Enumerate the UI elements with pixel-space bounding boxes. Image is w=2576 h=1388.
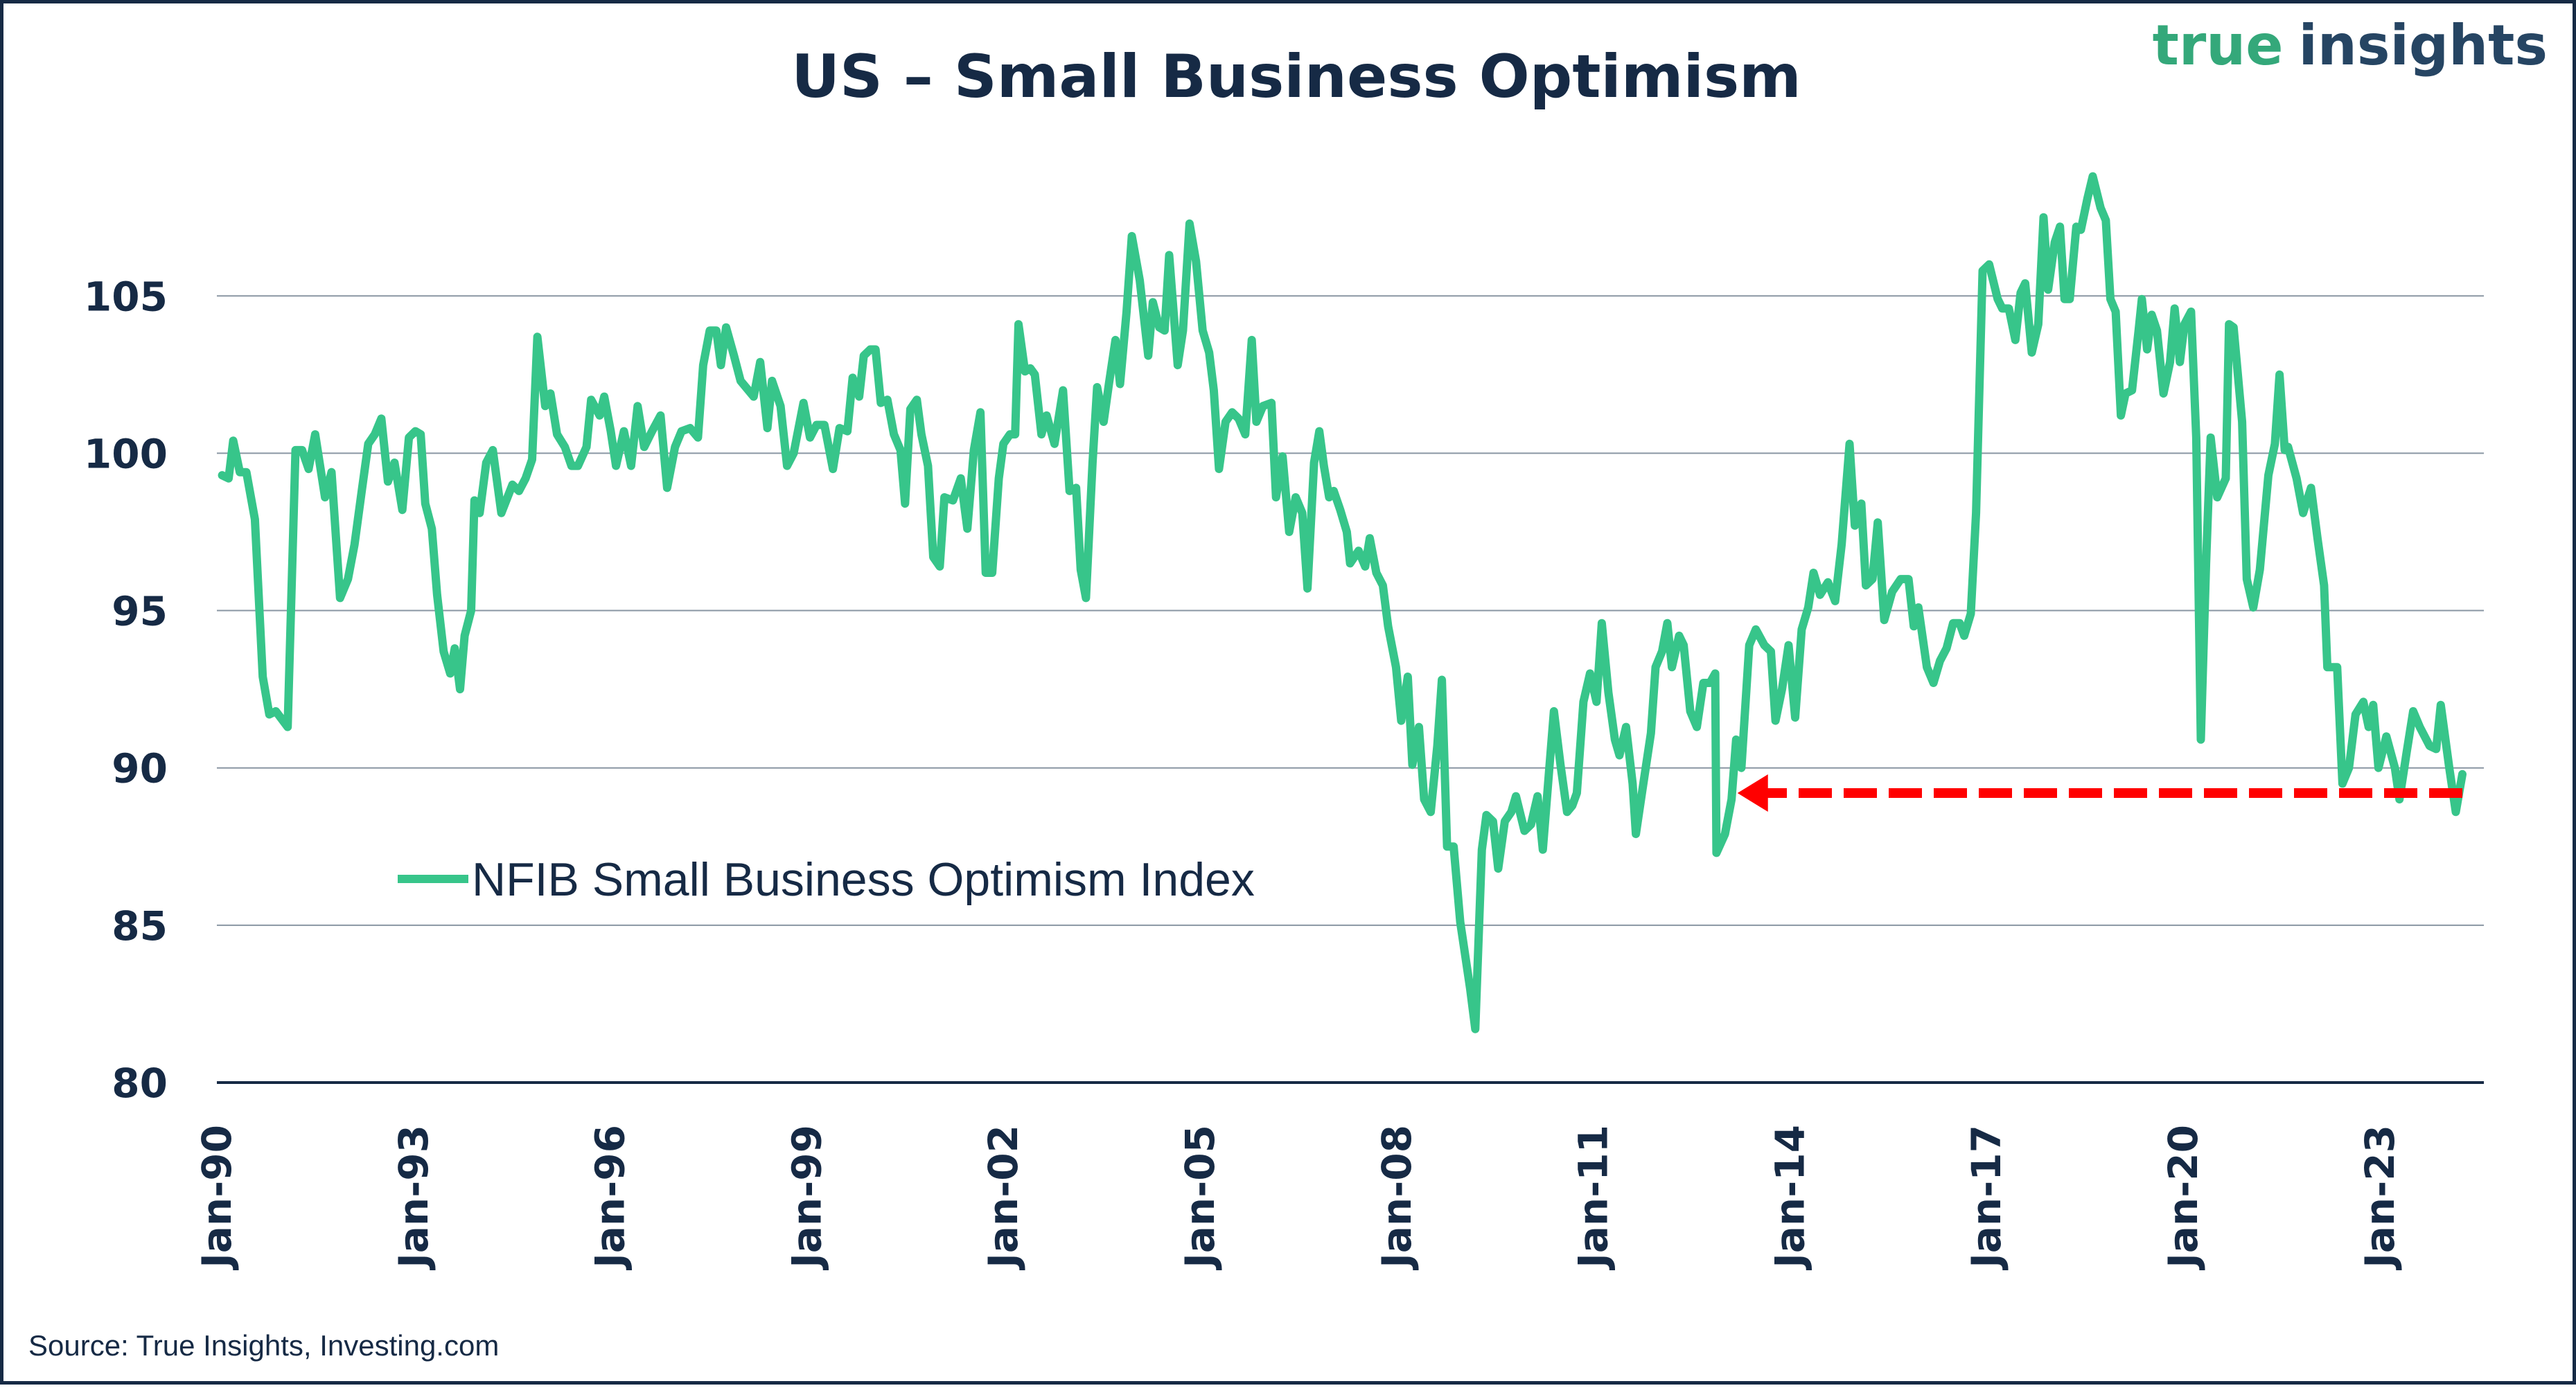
x-tick-label: Jan-02 [980,1125,1027,1271]
source-note: Source: True Insights, Investing.com [28,1329,499,1362]
logo-word-insights: insights [2299,13,2548,78]
chart-svg: US – Small Business Optimism true insight… [28,13,2548,1362]
series-line-nfib [218,172,2467,1033]
x-axis-tick-labels: Jan-90 Jan-93 Jan-96 Jan-99 Jan-02 Jan-05 Jan-… [193,1125,2403,1271]
arrow-head-icon [1737,774,1768,812]
x-tick-label: Jan-96 [587,1125,634,1271]
true-insights-logo: true insights [2153,13,2548,78]
x-tick-label: Jan-90 [193,1125,240,1271]
y-tick-label: 85 [112,902,168,950]
y-tick-label: 100 [84,430,168,477]
y-tick-label: 95 [112,588,168,635]
x-tick-label: Jan-17 [1963,1125,2010,1271]
chart-title: US – Small Business Optimism [791,42,1801,112]
dashed-arrow-annotation [1737,774,2462,812]
gridlines [217,295,2484,1084]
logo-word-true: true [2153,13,2284,78]
y-tick-label: 105 [84,273,168,320]
x-tick-label: Jan-14 [1766,1125,1813,1271]
x-tick-label: Jan-99 [783,1125,830,1271]
x-tick-label: Jan-08 [1373,1125,1420,1271]
x-tick-label: Jan-23 [2356,1125,2403,1271]
x-tick-label: Jan-20 [2160,1125,2207,1271]
x-tick-label: Jan-11 [1570,1125,1617,1271]
y-axis-tick-labels: 80 85 90 95 100 105 [84,273,168,1107]
legend-label: NFIB Small Business Optimism Index [472,853,1255,906]
x-tick-label: Jan-05 [1176,1125,1224,1271]
y-tick-label: 90 [112,745,168,792]
y-tick-label: 80 [112,1060,168,1107]
x-tick-label: Jan-93 [390,1125,437,1271]
legend: NFIB Small Business Optimism Index [398,853,1255,906]
